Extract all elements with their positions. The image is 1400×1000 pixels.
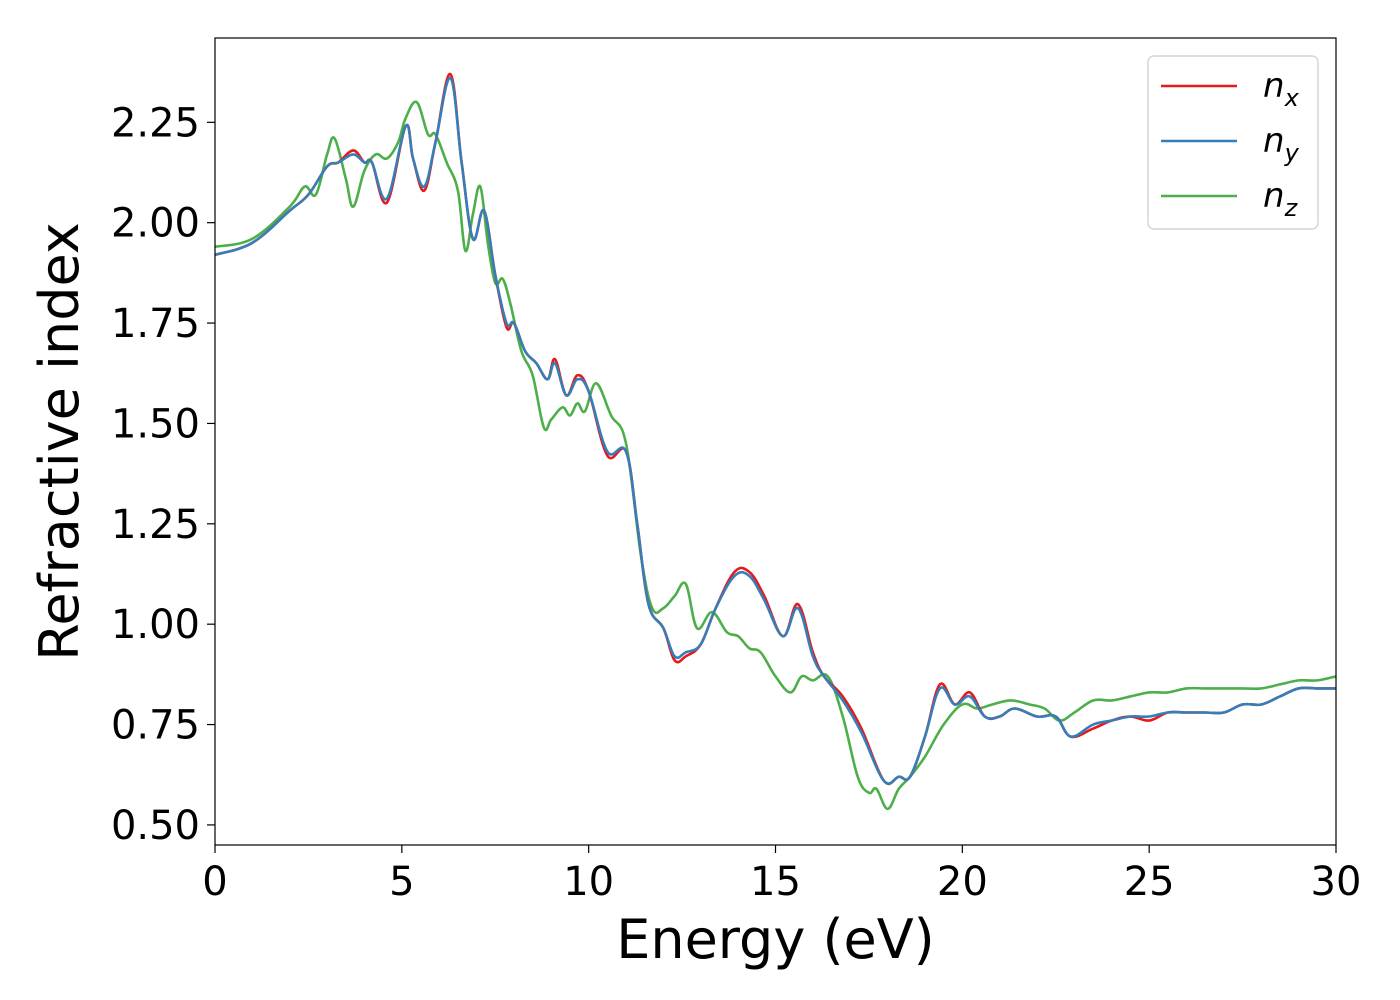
- x-tick-label: 5: [389, 859, 414, 905]
- y-axis-ticks: 0.50 0.75 1.00 1.25 1.50 1.75 2.00 2.25: [111, 100, 215, 849]
- y-tick-label: 1.00: [111, 602, 200, 648]
- x-tick-label: 15: [750, 859, 801, 905]
- y-axis-title: Refractive index: [28, 222, 91, 661]
- x-axis-title: Energy (eV): [616, 908, 935, 971]
- y-tick-label: 1.75: [111, 301, 200, 347]
- x-axis-ticks: 0 5 10 15 20 25 30: [202, 845, 1361, 905]
- x-tick-label: 30: [1311, 859, 1362, 905]
- legend-label-z: nz: [1263, 176, 1299, 222]
- legend-box: [1147, 55, 1319, 230]
- y-tick-label: 0.50: [111, 803, 200, 849]
- y-tick-label: 2.00: [111, 201, 200, 247]
- legend: nx ny nz: [1147, 55, 1319, 230]
- y-tick-label: 2.25: [111, 100, 200, 146]
- y-tick-label: 1.50: [111, 401, 200, 447]
- x-tick-label: 10: [563, 859, 614, 905]
- series-line-z: [215, 100, 1336, 811]
- legend-label-x: nx: [1263, 66, 1300, 112]
- x-tick-label: 0: [202, 859, 227, 905]
- y-tick-label: 0.75: [111, 703, 200, 749]
- x-tick-label: 20: [937, 859, 988, 905]
- series-layer: [215, 72, 1336, 811]
- y-tick-label: 1.25: [111, 502, 200, 548]
- x-tick-label: 25: [1124, 859, 1175, 905]
- legend-label-y: ny: [1263, 121, 1300, 167]
- series-line-y: [215, 76, 1336, 785]
